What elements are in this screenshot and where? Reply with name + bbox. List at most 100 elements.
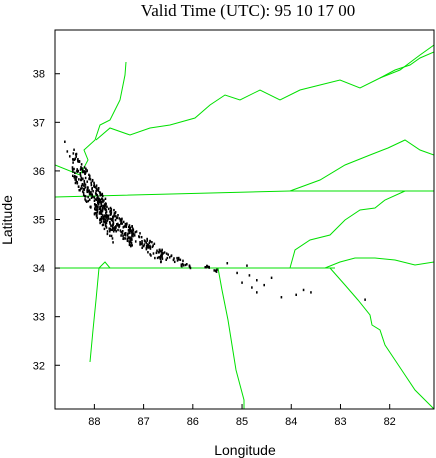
- data-point: [112, 241, 114, 244]
- data-point: [95, 214, 98, 218]
- data-point: [88, 198, 91, 201]
- data-point: [82, 191, 85, 194]
- data-point: [172, 258, 175, 262]
- data-point: [85, 167, 87, 171]
- data-point: [84, 186, 87, 189]
- data-point: [82, 177, 84, 180]
- data-point: [100, 204, 103, 208]
- data-point: [161, 252, 164, 256]
- data-point: [87, 195, 89, 199]
- data-point: [111, 237, 114, 240]
- data-point: [83, 170, 86, 173]
- data-point: [141, 246, 143, 250]
- data-point: [105, 210, 108, 213]
- data-point: [71, 166, 74, 169]
- data-point: [125, 223, 128, 226]
- data-point: [109, 227, 112, 231]
- data-point: [177, 258, 180, 261]
- data-point: [88, 173, 90, 177]
- data-point: [121, 229, 124, 233]
- data-point: [75, 175, 78, 179]
- data-point: [118, 217, 121, 220]
- data-point: [103, 203, 106, 206]
- data-point: [104, 203, 107, 206]
- data-point: [103, 207, 106, 210]
- data-point: [73, 148, 75, 151]
- data-point: [126, 238, 129, 241]
- data-point: [93, 196, 96, 199]
- data-point: [114, 226, 116, 229]
- data-point: [176, 259, 179, 262]
- data-point: [121, 232, 124, 235]
- border-al-ga: [217, 267, 245, 409]
- data-point: [205, 266, 207, 269]
- data-point: [145, 247, 148, 251]
- data-point: [182, 259, 184, 263]
- data-point: [127, 236, 130, 239]
- data-point: [79, 168, 82, 171]
- data-point: [208, 265, 210, 269]
- data-point: [96, 200, 99, 204]
- data-point: [149, 253, 151, 256]
- data-points: [64, 140, 366, 301]
- data-point: [100, 201, 102, 205]
- data-point: [94, 198, 97, 201]
- data-point: [125, 225, 128, 228]
- data-point: [105, 213, 108, 217]
- data-point: [127, 229, 130, 232]
- x-tick-label: 82: [384, 416, 396, 428]
- data-point: [139, 240, 141, 244]
- data-point: [96, 197, 98, 200]
- data-point: [83, 182, 86, 185]
- data-point: [84, 176, 87, 180]
- data-point: [84, 198, 86, 201]
- data-point: [166, 256, 169, 260]
- data-point: [123, 225, 126, 228]
- data-point: [108, 227, 111, 230]
- data-point: [152, 252, 155, 255]
- data-point: [124, 237, 127, 240]
- x-tick-label: 85: [236, 416, 248, 428]
- data-point: [122, 226, 125, 229]
- data-point: [95, 184, 98, 187]
- y-tick-label: 35: [33, 215, 45, 227]
- x-tick-label: 88: [88, 416, 100, 428]
- data-point: [90, 190, 92, 194]
- y-tick-label: 38: [33, 69, 45, 81]
- data-point: [74, 157, 77, 160]
- data-point: [97, 195, 99, 198]
- data-point: [123, 233, 126, 236]
- data-point: [152, 244, 154, 247]
- data-point: [82, 194, 85, 197]
- data-point: [105, 208, 107, 212]
- data-point: [129, 226, 132, 230]
- data-point: [72, 170, 74, 173]
- data-point: [68, 155, 71, 158]
- data-point: [143, 239, 146, 242]
- data-point: [154, 256, 156, 260]
- data-point: [168, 256, 171, 259]
- data-point: [97, 197, 100, 200]
- data-point: [163, 251, 166, 254]
- data-point: [72, 161, 74, 164]
- data-point: [105, 202, 107, 206]
- data-point: [99, 198, 102, 202]
- data-point: [133, 234, 136, 237]
- data-point: [99, 191, 102, 195]
- data-point: [104, 218, 107, 222]
- data-point: [110, 211, 113, 214]
- data-point: [102, 204, 105, 208]
- data-point: [295, 293, 297, 297]
- data-point: [364, 298, 366, 301]
- x-tick-label: 83: [334, 416, 346, 428]
- data-point: [180, 263, 183, 266]
- data-point: [74, 174, 76, 178]
- data-point: [120, 234, 122, 237]
- data-point: [81, 167, 83, 171]
- data-point: [117, 224, 119, 227]
- data-point: [186, 263, 188, 266]
- data-point: [83, 179, 86, 183]
- data-point: [251, 286, 253, 289]
- data-point: [140, 235, 143, 239]
- data-point: [74, 171, 76, 175]
